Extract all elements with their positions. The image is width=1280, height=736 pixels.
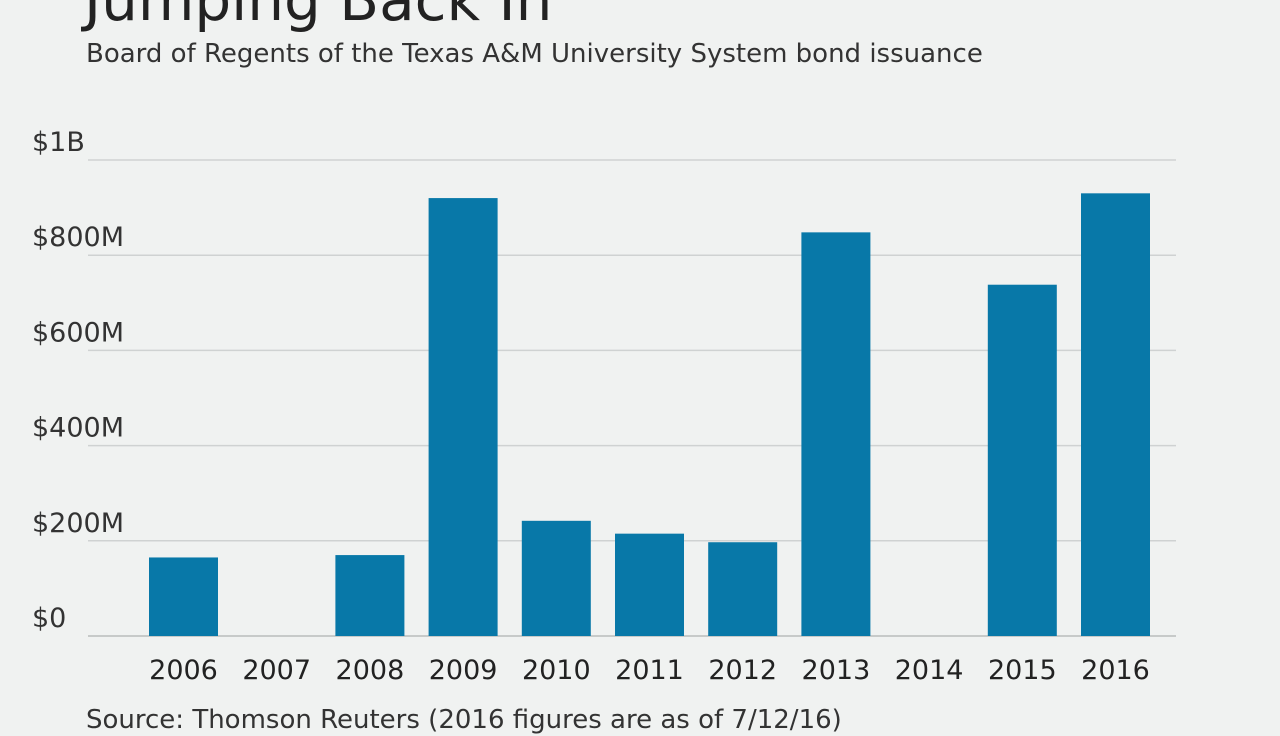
x-tick-label: 2015: [988, 655, 1057, 686]
x-tick-label: 2013: [802, 655, 871, 686]
y-tick-label: $0: [32, 603, 66, 634]
x-tick-label: 2008: [336, 655, 405, 686]
y-tick-label: $600M: [32, 317, 124, 348]
y-tick-label: $400M: [32, 413, 124, 444]
x-tick-label: 2016: [1081, 655, 1150, 686]
x-tick-label: 2012: [708, 655, 777, 686]
y-tick-label: $800M: [32, 222, 124, 253]
bar-2012: [708, 542, 778, 636]
x-tick-label: 2007: [242, 655, 311, 686]
chart-title: Jumping Back In: [84, 0, 553, 34]
chart-subtitle: Board of Regents of the Texas A&M Univer…: [86, 39, 983, 69]
bar-chart: $0$200M$400M$600M$800M$1B 2006 2007 2008 20…: [32, 127, 1176, 686]
y-axis-ticks: $0 $200M $400M $600M $800M $1B: [32, 127, 124, 634]
bar-2011: [615, 533, 684, 636]
x-tick-label: 2014: [895, 655, 964, 686]
bar-2010: [521, 520, 591, 636]
bars: [149, 193, 1150, 637]
x-tick-label: 2011: [615, 655, 684, 686]
x-axis-ticks: 2006 2007 2008 2009 2010 2011 2012 2013 2014 2015…: [149, 655, 1150, 686]
bar-2015: [987, 284, 1057, 636]
x-tick-label: 2006: [149, 655, 218, 686]
y-tick-label: $1B: [32, 127, 85, 158]
bar-2009: [428, 198, 498, 636]
x-tick-label: 2010: [522, 655, 591, 686]
bar-2006: [149, 557, 218, 636]
bar-2013: [801, 232, 871, 637]
y-tick-label: $200M: [32, 508, 124, 539]
bar-2008: [335, 555, 405, 636]
chart-source: Source: Thomson Reuters (2016 figures ar…: [86, 705, 842, 735]
bar-2016: [1081, 193, 1150, 636]
x-tick-label: 2009: [429, 655, 498, 686]
